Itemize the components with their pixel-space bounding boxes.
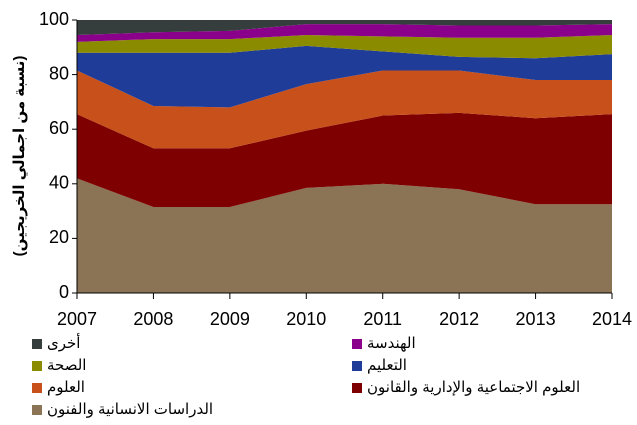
area xyxy=(77,45,612,108)
area xyxy=(77,70,612,149)
x-tick-label: 2011 xyxy=(363,309,402,329)
legend-swatch xyxy=(32,383,42,393)
x-tick-label: 2008 xyxy=(133,309,173,329)
y-tick-label: 0 xyxy=(59,282,69,302)
y-tick-label: 20 xyxy=(49,227,69,247)
x-tick-label: 2013 xyxy=(516,309,556,329)
x-tick-label: 2010 xyxy=(286,309,326,329)
x-tick-label: 2009 xyxy=(210,309,250,329)
legend-swatch xyxy=(352,361,362,371)
y-axis-label: (نسبة من اجمالي الخريجين) xyxy=(11,56,28,257)
legend-swatch xyxy=(352,383,362,393)
legend-label: الهندسة xyxy=(367,335,416,352)
legend-label: التعليم xyxy=(367,357,407,374)
legend-swatch xyxy=(32,405,42,415)
area xyxy=(77,112,612,208)
x-tick-label: 2012 xyxy=(439,309,479,329)
area xyxy=(77,24,612,42)
legend-label: العلوم xyxy=(47,379,85,396)
legend-label: الصحة xyxy=(47,357,86,374)
legend-swatch xyxy=(32,339,42,349)
y-tick-label: 60 xyxy=(49,118,69,138)
legend-swatch xyxy=(32,361,42,371)
legend-swatch xyxy=(352,339,362,349)
legend-label: الدراسات الانسانية والفنون xyxy=(47,401,213,418)
y-tick-label: 40 xyxy=(49,173,69,193)
area xyxy=(77,35,612,59)
legend-label: أخرى xyxy=(47,333,80,352)
y-tick-label: 100 xyxy=(39,9,69,29)
legend-label: العلوم الاجتماعية والإدارية والقانون xyxy=(367,379,580,396)
x-tick-label: 2007 xyxy=(57,309,97,329)
y-tick-label: 80 xyxy=(49,63,69,83)
x-tick-label: 2014 xyxy=(592,309,632,329)
area xyxy=(77,20,612,36)
